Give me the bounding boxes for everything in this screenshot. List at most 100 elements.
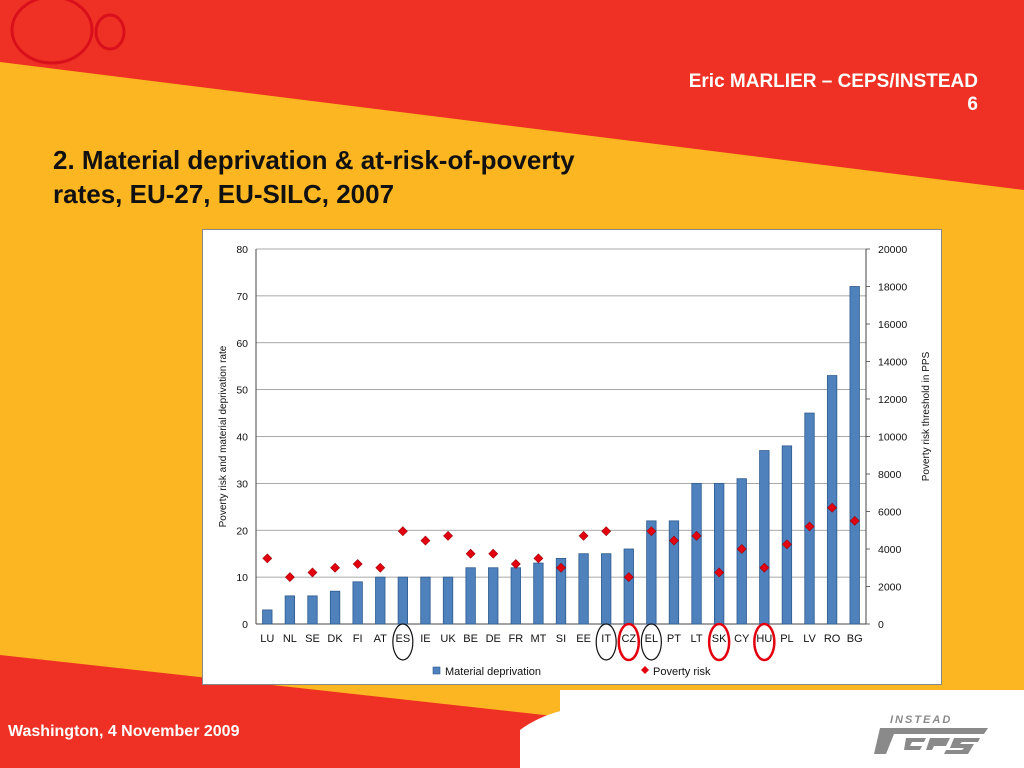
slide-title: 2. Material deprivation & at-risk-of-pov… <box>53 143 733 211</box>
y2-tick-label: 6000 <box>878 507 902 519</box>
poverty-marker-ro <box>827 502 838 513</box>
bar-es <box>397 576 408 625</box>
poverty-marker-fi <box>352 559 363 569</box>
x-tick-label: AT <box>374 633 388 645</box>
x-tick-label: CZ <box>621 633 636 645</box>
poverty-marker-se <box>307 567 318 578</box>
x-tick-label: FI <box>353 633 363 645</box>
poverty-marker-hu <box>759 562 770 573</box>
x-tick-label: BG <box>847 633 863 645</box>
poverty-marker-uk <box>443 530 453 541</box>
poverty-marker-nl <box>284 572 295 583</box>
poverty-marker-dk <box>330 562 340 573</box>
x-tick-label: DK <box>327 633 343 645</box>
poverty-marker-cy <box>736 544 747 554</box>
x-tick-label: IE <box>420 633 430 645</box>
highlight-circle-es <box>392 623 414 661</box>
bar-dk <box>329 590 341 625</box>
bar-pt <box>668 520 680 625</box>
poverty-marker-it <box>601 526 612 537</box>
x-tick-label: DE <box>486 633 501 645</box>
bar-el <box>646 520 657 625</box>
y2-tick-label: 18000 <box>878 282 907 294</box>
bar-se <box>307 595 318 625</box>
y-tick-label: 10 <box>236 572 248 584</box>
y2-tick-label: 12000 <box>878 394 907 406</box>
bottom-left-red-fill <box>0 690 640 768</box>
bar-fr <box>510 567 521 625</box>
bar-de <box>488 567 499 625</box>
poverty-marker-ie <box>420 535 431 546</box>
author-name: Eric MARLIER – CEPS/INSTEAD <box>688 71 978 92</box>
poverty-marker-si <box>556 562 566 573</box>
x-tick-label: MT <box>530 633 546 645</box>
bar-lv <box>804 412 815 625</box>
chart: 0 10 20 30 40 50 60 70 80 0 2000 4000 6000 8000 10000 1… <box>202 229 942 685</box>
bar-uk <box>442 576 454 625</box>
y2-tick-label: 4000 <box>878 544 902 556</box>
x-tick-label: CY <box>734 633 750 645</box>
x-tick-label: ES <box>396 633 411 645</box>
y-tick-label: 50 <box>236 385 248 397</box>
poverty-marker-el <box>646 526 657 537</box>
x-tick-label: PL <box>780 633 793 645</box>
x-tick-label: LT <box>691 633 703 645</box>
author-header: Eric MARLIER – CEPS/INSTEAD 6 <box>689 70 978 116</box>
highlight-circle-it <box>595 623 617 661</box>
x-tick-label: NL <box>283 633 297 645</box>
y2-tick-label: 8000 <box>878 469 902 481</box>
x-tick-label: IT <box>601 633 611 645</box>
x-tick-label: LU <box>260 633 274 645</box>
footer-white-curve <box>520 704 640 768</box>
title-line-1: 2. Material deprivation & at-risk-of-pov… <box>53 145 575 175</box>
y-tick-label: 20 <box>236 525 248 537</box>
y2-tick-label: 2000 <box>878 582 902 594</box>
poverty-marker-at <box>375 562 386 573</box>
poverty-marker-lv <box>804 521 815 532</box>
bar-ro <box>826 375 838 625</box>
poverty-marker-mt <box>533 553 544 564</box>
y-tick-label: 40 <box>236 432 248 444</box>
x-tick-label: UK <box>440 633 456 645</box>
logo-circle-large <box>10 0 94 65</box>
x-tick-label: RO <box>824 633 841 645</box>
poverty-marker-ee <box>578 530 589 541</box>
bar-si <box>555 557 567 625</box>
bar-lt <box>691 482 702 625</box>
x-tick-label: EL <box>645 633 658 645</box>
bar-bg <box>849 286 860 625</box>
y2-tick-label: 10000 <box>878 432 907 444</box>
poverty-marker-cz <box>623 572 634 583</box>
y-tick-label: 80 <box>236 244 248 256</box>
x-tick-label: FR <box>508 633 523 645</box>
y2-axis-title: Poverty risk threshold in PPS <box>921 351 932 481</box>
legend-label-material-deprivation: Material deprivation <box>445 666 541 678</box>
highlight-circle-el <box>640 623 662 661</box>
bar-mt <box>533 562 544 625</box>
logo-circle-small <box>94 13 126 51</box>
logo-instead-text: INSTEAD <box>890 714 952 726</box>
top-red-band <box>0 0 1024 190</box>
bar-pl <box>781 445 793 625</box>
bar-nl <box>284 595 296 625</box>
highlight-circle-cz <box>617 622 641 662</box>
x-tick-label: SE <box>305 633 320 645</box>
x-tick-label: SI <box>556 633 566 645</box>
footer-text: Washington, 4 November 2009 <box>8 723 240 740</box>
bar-be <box>465 567 476 625</box>
bar-cz <box>623 548 634 625</box>
y2-tick-label: 14000 <box>878 357 907 369</box>
y-axis-title: Poverty risk and material deprivation ra… <box>218 345 229 527</box>
ceps-instead-logo: INSTEAD <box>874 714 988 754</box>
bar-lu <box>262 609 273 625</box>
x-tick-label: EE <box>576 633 591 645</box>
x-tick-label: LV <box>803 633 816 645</box>
poverty-marker-fr <box>510 559 521 569</box>
x-tick-label: SK <box>712 633 727 645</box>
bar-it <box>601 553 612 625</box>
y-tick-label: 60 <box>236 338 248 350</box>
y2-tick-label: 16000 <box>878 319 907 331</box>
y-tick-label: 70 <box>236 291 248 303</box>
poverty-marker-lt <box>691 530 702 541</box>
y2-tick-label: 20000 <box>878 244 907 256</box>
